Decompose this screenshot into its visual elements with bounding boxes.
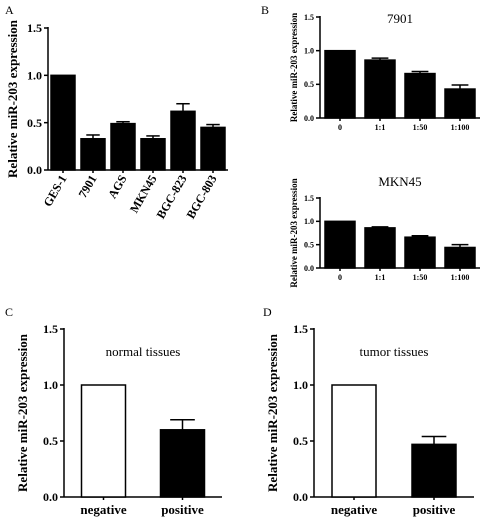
bar xyxy=(50,74,76,171)
panel-label: D xyxy=(263,305,272,319)
y-axis-label: Relative miR-203 expression xyxy=(15,333,30,492)
x-tick-label: MKN45 xyxy=(127,173,160,216)
x-tick-label: AGS xyxy=(105,172,130,201)
y-tick-label: 0.5 xyxy=(304,240,314,249)
bar xyxy=(110,122,136,171)
bar xyxy=(140,138,166,171)
chart-title: normal tissues xyxy=(106,344,181,359)
bar xyxy=(80,138,106,171)
x-tick-label: 1:50 xyxy=(413,123,428,132)
bar xyxy=(364,59,396,119)
y-tick-label: 0.5 xyxy=(27,116,42,130)
y-tick-label: 1.5 xyxy=(293,322,308,336)
y-tick-label: 1.0 xyxy=(293,378,308,392)
x-tick-label: 7901 xyxy=(75,173,99,201)
x-tick-label: 0 xyxy=(338,273,342,282)
y-tick-label: 0.5 xyxy=(43,434,58,448)
x-tick-label: 1:100 xyxy=(451,123,470,132)
y-axis-label: Relative miR-203 expression xyxy=(289,13,299,122)
y-tick-label: 1.5 xyxy=(304,13,314,22)
y-tick-label: 1.0 xyxy=(43,378,58,392)
bar xyxy=(444,88,476,119)
y-axis-label: Relative miR-203 expression xyxy=(5,19,20,178)
chart-panel: A Relative miR-203 expression 0.0 0.5 1.0 1.5… xyxy=(5,3,228,221)
panel-label: C xyxy=(5,305,13,319)
y-tick-label: 1.0 xyxy=(304,217,314,226)
bar xyxy=(159,429,206,498)
y-tick-label: 1.5 xyxy=(304,194,314,203)
bar xyxy=(404,72,436,119)
y-tick-label: 0.0 xyxy=(304,114,314,123)
y-tick-label: 0.0 xyxy=(293,490,308,504)
bar xyxy=(444,246,476,269)
bar xyxy=(324,220,356,269)
chart-panel: B 7901 Relative miR-203 expression 0.0 0.5 1.… xyxy=(261,3,480,132)
bar xyxy=(404,236,436,269)
bar xyxy=(80,384,127,498)
y-tick-label: 0.0 xyxy=(43,490,58,504)
x-tick-label: 1:50 xyxy=(413,273,428,282)
x-tick-label: GES-1 xyxy=(40,173,69,209)
bar xyxy=(324,49,356,119)
y-tick-label: 0.5 xyxy=(293,434,308,448)
panel-label: A xyxy=(5,3,14,17)
bar xyxy=(200,126,226,171)
y-tick-label: 0.5 xyxy=(304,80,314,89)
x-tick-label: negative xyxy=(80,502,126,517)
y-axis-label: Relative miR-203 expression xyxy=(289,178,299,287)
chart-title: 7901 xyxy=(387,11,413,26)
x-tick-label: positive xyxy=(161,502,204,517)
x-tick-label: 1:1 xyxy=(375,273,386,282)
bar xyxy=(364,227,396,269)
x-tick-label: 1:100 xyxy=(451,273,470,282)
panel-label: B xyxy=(261,3,269,17)
bar xyxy=(331,384,377,498)
x-tick-label: 1:1 xyxy=(375,123,386,132)
y-tick-label: 1.5 xyxy=(43,322,58,336)
y-tick-label: 0.0 xyxy=(27,163,42,177)
y-axis-label: Relative miR-203 expression xyxy=(265,333,280,492)
chart-panel: MKN45 Relative miR-203 expression 0.0 0.5 1.… xyxy=(289,174,480,288)
bar xyxy=(411,443,457,498)
chart-title: tumor tissues xyxy=(360,344,429,359)
x-tick-label: positive xyxy=(413,502,456,517)
y-tick-label: 1.5 xyxy=(27,21,42,35)
bar xyxy=(170,110,196,171)
x-tick-label: negative xyxy=(331,502,377,517)
y-tick-label: 1.0 xyxy=(304,46,314,55)
y-tick-label: 1.0 xyxy=(27,69,42,83)
chart-title: MKN45 xyxy=(378,174,421,189)
x-tick-label: 0 xyxy=(338,123,342,132)
y-tick-label: 0.0 xyxy=(304,264,314,273)
